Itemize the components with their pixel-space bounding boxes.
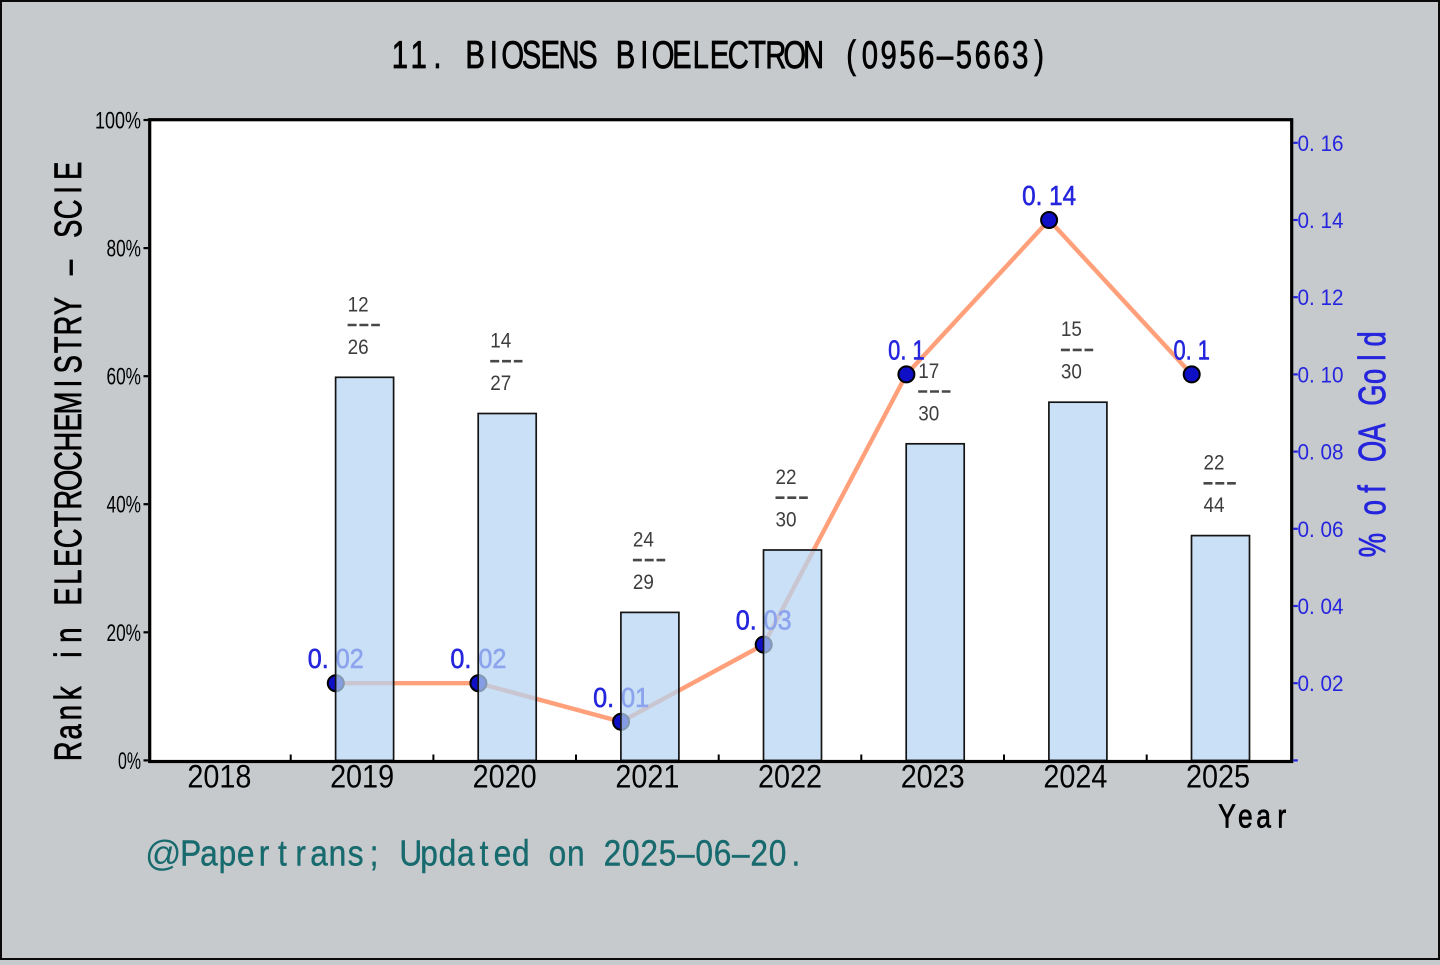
- svg-text:30: 30: [1061, 361, 1082, 384]
- svg-text:30: 30: [918, 402, 939, 425]
- svg-text:0. 1: 0. 1: [1173, 334, 1210, 365]
- svg-text:2018: 2018: [187, 759, 251, 795]
- svg-text:0. 14: 0. 14: [1022, 180, 1076, 211]
- svg-text:2023: 2023: [901, 759, 965, 795]
- svg-text:22: 22: [776, 466, 797, 489]
- svg-text:44: 44: [1204, 494, 1225, 517]
- svg-text:15: 15: [1061, 318, 1082, 341]
- svg-text:0. 1: 0. 1: [888, 334, 925, 365]
- svg-text:14: 14: [490, 330, 511, 353]
- svg-text:2020: 2020: [473, 759, 537, 795]
- svg-text:20%: 20%: [107, 620, 142, 647]
- svg-text:@: @: [145, 832, 182, 873]
- svg-text:17: 17: [918, 360, 939, 383]
- svg-text:2022: 2022: [758, 759, 822, 795]
- svg-text:0. 14: 0. 14: [1298, 208, 1344, 233]
- svg-text:100%: 100%: [95, 108, 141, 135]
- svg-text:0%: 0%: [118, 748, 141, 775]
- svg-text:12: 12: [348, 293, 369, 316]
- svg-text:22: 22: [1204, 452, 1225, 475]
- svg-text:Rank in ELECTROCHEMISTRY – SCI: Rank in ELECTROCHEMISTRY – SCIE: [48, 162, 90, 762]
- svg-text:2024: 2024: [1043, 759, 1107, 795]
- svg-text:0. 10: 0. 10: [1298, 362, 1344, 387]
- svg-text:11. BIOSENS BIOELECTRON (0956–: 11. BIOSENS BIOELECTRON (0956–5663): [392, 34, 1044, 77]
- svg-text:24: 24: [633, 528, 654, 551]
- svg-text:0. 04: 0. 04: [1298, 594, 1344, 619]
- svg-text:29: 29: [633, 571, 654, 594]
- svg-text:2021: 2021: [615, 759, 679, 795]
- svg-text:0. 06: 0. 06: [1298, 517, 1344, 542]
- svg-text:40%: 40%: [107, 492, 142, 519]
- svg-text:0. 02: 0. 02: [1298, 671, 1344, 696]
- svg-text:0. 12: 0. 12: [1298, 285, 1344, 310]
- svg-text:80%: 80%: [107, 236, 142, 263]
- svg-text:0. 08: 0. 08: [1298, 440, 1344, 465]
- svg-text:27: 27: [490, 372, 511, 395]
- svg-text:30: 30: [776, 509, 797, 532]
- svg-text:0. 16: 0. 16: [1298, 131, 1344, 156]
- svg-text:26: 26: [348, 336, 369, 359]
- svg-text:2025: 2025: [1186, 759, 1250, 795]
- svg-text:60%: 60%: [107, 364, 142, 391]
- svg-text:2019: 2019: [330, 759, 394, 795]
